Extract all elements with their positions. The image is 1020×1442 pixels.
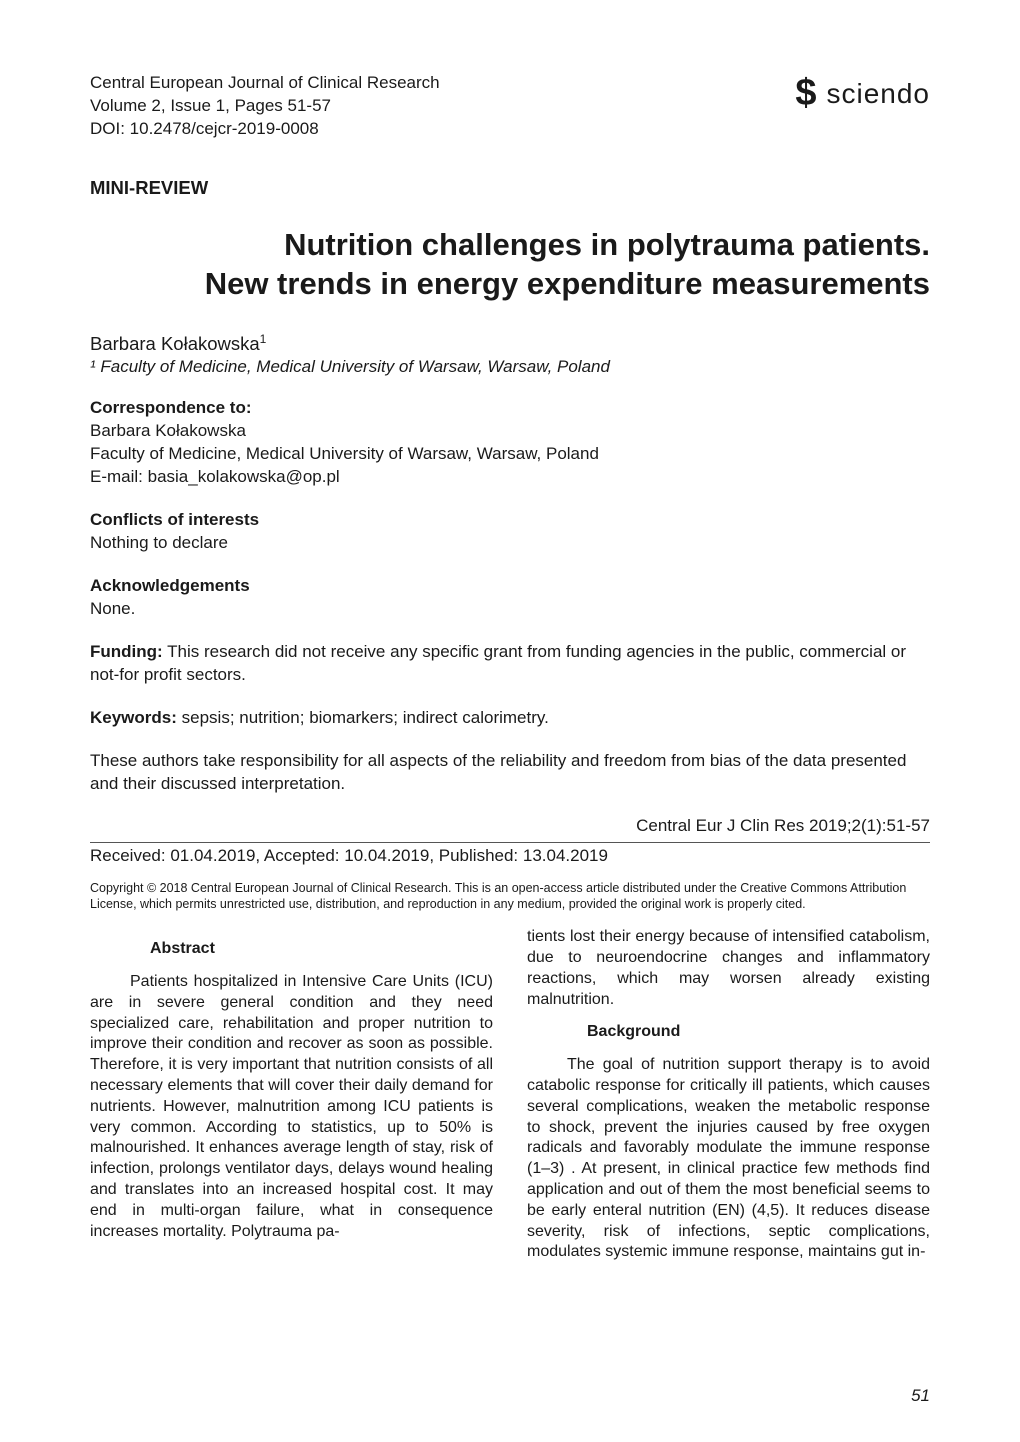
journal-info: Central European Journal of Clinical Res… [90, 72, 440, 141]
abstract-paragraph: Patients hospitalized in Intensive Care … [90, 972, 493, 1242]
author-affil-sup: 1 [260, 332, 267, 346]
correspondence-block: Correspondence to: Barbara Kołakowska Fa… [90, 397, 930, 489]
publisher-logo-word: sciendo [826, 78, 930, 110]
background-heading: Background [587, 1022, 930, 1043]
sciendo-logo-icon: $ [795, 72, 816, 115]
abstract-continuation: tients lost their energy because of inte… [527, 927, 930, 1010]
title-line-1: Nutrition challenges in polytrauma patie… [284, 227, 930, 262]
conflicts-heading: Conflicts of interests [90, 509, 930, 532]
two-column-body: Abstract Patients hospitalized in Intens… [90, 927, 930, 1263]
title-line-2: New trends in energy expenditure measure… [205, 266, 930, 301]
article-title: Nutrition challenges in polytrauma patie… [90, 225, 930, 304]
background-paragraph: The goal of nutrition support therapy is… [527, 1055, 930, 1263]
copyright-notice: Copyright © 2018 Central European Journa… [90, 880, 930, 914]
funding-label: Funding: [90, 642, 163, 661]
citation: Central Eur J Clin Res 2019;2(1):51-57 [90, 816, 930, 836]
acknowledgements-text: None. [90, 598, 930, 621]
acknowledgements-block: Acknowledgements None. [90, 575, 930, 621]
correspondence-email: E-mail: basia_kolakowska@op.pl [90, 466, 930, 489]
left-column: Abstract Patients hospitalized in Intens… [90, 927, 493, 1263]
journal-volume: Volume 2, Issue 1, Pages 51-57 [90, 95, 440, 118]
funding-text: This research did not receive any specif… [90, 642, 906, 684]
dates-line: Received: 01.04.2019, Accepted: 10.04.20… [90, 846, 930, 866]
journal-doi: DOI: 10.2478/cejcr-2019-0008 [90, 118, 440, 141]
affiliation: ¹ Faculty of Medicine, Medical Universit… [90, 357, 930, 377]
keywords-label: Keywords: [90, 708, 177, 727]
publisher-logo: $ sciendo [795, 72, 930, 115]
right-column: tients lost their energy because of inte… [527, 927, 930, 1263]
keywords-block: Keywords: sepsis; nutrition; biomarkers;… [90, 707, 930, 730]
responsibility-statement: These authors take responsibility for al… [90, 750, 930, 796]
author-name: Barbara Kołakowska [90, 333, 260, 354]
page-number: 51 [911, 1386, 930, 1406]
conflicts-block: Conflicts of interests Nothing to declar… [90, 509, 930, 555]
funding-block: Funding: This research did not receive a… [90, 641, 930, 687]
keywords-text: sepsis; nutrition; biomarkers; indirect … [177, 708, 549, 727]
journal-name: Central European Journal of Clinical Res… [90, 72, 440, 95]
abstract-heading: Abstract [150, 939, 493, 960]
acknowledgements-heading: Acknowledgements [90, 575, 930, 598]
correspondence-address: Faculty of Medicine, Medical University … [90, 443, 930, 466]
correspondence-heading: Correspondence to: [90, 397, 930, 420]
divider-line [90, 842, 930, 843]
correspondence-name: Barbara Kołakowska [90, 420, 930, 443]
conflicts-text: Nothing to declare [90, 532, 930, 555]
section-label: MINI-REVIEW [90, 177, 930, 199]
author-name-line: Barbara Kołakowska1 [90, 332, 930, 355]
